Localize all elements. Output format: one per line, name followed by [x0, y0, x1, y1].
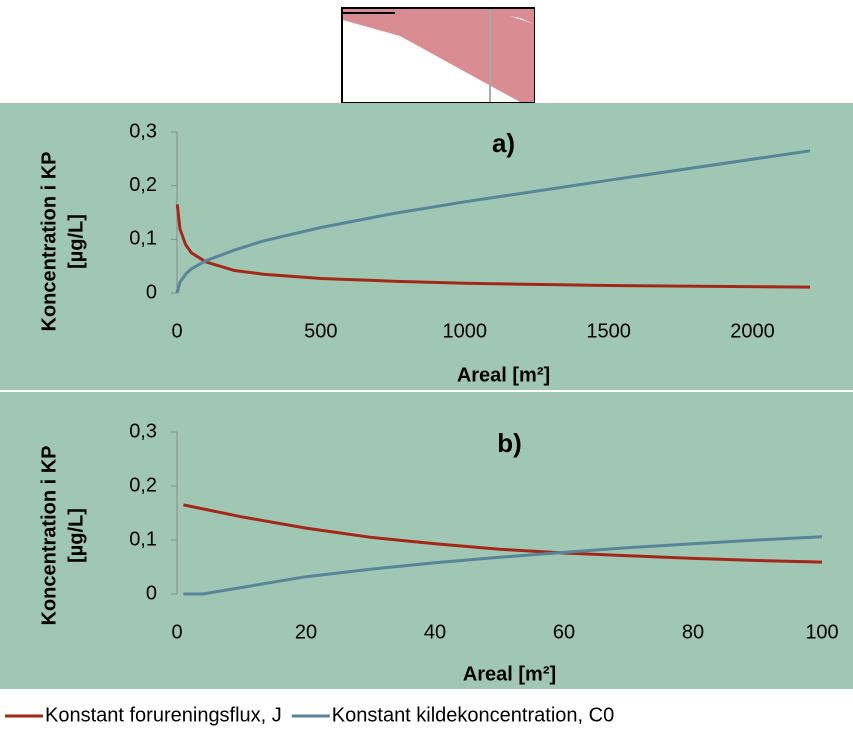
x-tick-label: 40 [424, 621, 446, 643]
x-tick-label: 2000 [730, 320, 775, 342]
y-axis-label: [µg/L] [65, 214, 87, 269]
x-tick-label: 0 [171, 621, 182, 643]
series-line [175, 149, 811, 294]
chart-title: b) [497, 428, 522, 458]
x-tick-label: 0 [171, 320, 182, 342]
y-axis-label: Koncentration i KP [38, 445, 60, 625]
x-axis-label: Areal [m²] [457, 364, 550, 386]
x-axis-label: Areal [m²] [463, 663, 556, 685]
y-tick-label: 0,1 [129, 228, 157, 250]
legend-label: Konstant forureningsflux, J [45, 704, 282, 726]
y-tick-label: 0 [146, 281, 157, 303]
inset-shape [343, 9, 534, 102]
x-tick-label: 100 [805, 621, 838, 643]
legend-label: Konstant kildekoncentration, C0 [332, 704, 614, 726]
inset [341, 7, 535, 104]
y-tick-label: 0,2 [129, 174, 157, 196]
y-tick-label: 0,2 [129, 474, 157, 496]
y-tick-label: 0,3 [129, 420, 157, 442]
x-tick-label: 500 [304, 320, 337, 342]
series-line [183, 535, 823, 596]
x-tick-label: 1000 [442, 320, 487, 342]
panel-a-background [0, 103, 853, 390]
x-tick-label: 1500 [586, 320, 631, 342]
x-tick-label: 20 [295, 621, 317, 643]
y-axis-label: Koncentration i KP [38, 151, 60, 331]
y-tick-label: 0,1 [129, 528, 157, 550]
y-axis-label: [µg/L] [65, 508, 87, 563]
y-tick-label: 0 [146, 582, 157, 604]
series-line [175, 204, 811, 289]
x-tick-label: 80 [682, 621, 704, 643]
panel-b-background [0, 392, 853, 689]
y-tick-label: 0,3 [129, 120, 157, 142]
x-tick-label: 60 [553, 621, 575, 643]
chart-title: a) [492, 128, 515, 158]
series-line [183, 503, 823, 564]
